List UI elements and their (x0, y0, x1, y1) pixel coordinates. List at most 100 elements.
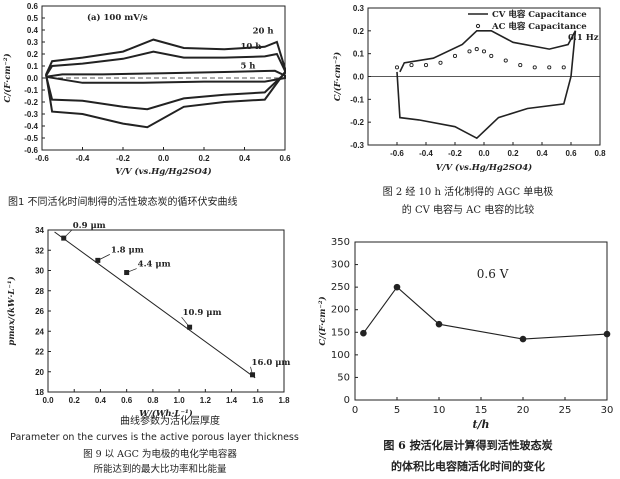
ct-data-point (393, 283, 401, 291)
cv-panel-title: (a) 100 mV/s (87, 12, 148, 23)
cvac-ac-point (481, 49, 487, 54)
pe-y-axis-label: pmax/(kW·L⁻¹) (6, 276, 17, 345)
cv-label-20h: 20 h (253, 27, 274, 37)
cvac-cv-curve (396, 30, 577, 140)
cv-y-tick-label: 0.2 (27, 50, 39, 59)
pe-point-label: 4.4 μm (138, 260, 171, 270)
cv-y-tick-label: -0.3 (24, 110, 38, 119)
pe-fit-line (54, 231, 256, 379)
power-energy-svg: 0.0 0.2 0.4 0.6 0.8 1.0 1.2 1.4 1.6 1.8 34 32 30 28 26… (6, 221, 291, 419)
cv-x-tick-label: -0.2 (116, 154, 130, 163)
cvac-y-tick-label: 0.3 (353, 4, 365, 13)
ct-annotation: 0.6 V (477, 267, 509, 281)
cv-x-tick-label: 0.4 (239, 154, 251, 163)
pe-label-leader (97, 254, 110, 261)
cv-y-tick-label: 0.5 (27, 14, 39, 23)
pe-x-tick-label: 0.2 (69, 396, 81, 405)
ct-x-tick-label: 20 (517, 405, 530, 416)
cv-x-tick-label: -0.6 (35, 154, 49, 163)
pe-plot-frame (47, 229, 285, 393)
cvac-y-tick-label: -0.2 (350, 118, 364, 127)
pe-label-leader (250, 366, 253, 375)
cvac-ac-point (474, 47, 479, 52)
cv-curves-chart: -0.6 -0.4 -0.2 0.0 0.2 0.4 0.6 0.6 0.5 0.4 0.3 0.2 0… (0, 0, 300, 185)
cv-y-tick-label: 0.0 (27, 74, 39, 83)
ct-y-tick-label: 50 (337, 372, 350, 383)
pe-point-label: 1.8 μm (111, 245, 144, 255)
cv-x-axis-label: V/V (vs.Hg/Hg2SO4) (115, 166, 211, 177)
cv-x-tick-label: 0.6 (279, 154, 291, 163)
pe-x-tick-label: 0.0 (42, 396, 54, 405)
cvac-x-axis-label: V/V (vs.Hg/Hg2SO4) (436, 162, 532, 173)
pe-x-tick-label: 0.6 (121, 396, 133, 405)
pe-x-tick-label: 1.6 (252, 396, 264, 405)
ct-series-line (362, 286, 608, 340)
cv-ac-svg: -0.6 -0.4 -0.2 0.0 0.2 0.4 0.6 0.8 0.3 0.2 0.1 0.0 -… (332, 4, 606, 173)
pe-x-tick-label: 1.0 (174, 396, 186, 405)
pe-label-leader (126, 268, 137, 273)
cv-y-tick-label: -0.6 (24, 146, 38, 155)
cvac-legend-ac-label: AC 电容 Capacitance (491, 21, 587, 32)
power-energy-chart: 0.0 0.2 0.4 0.6 0.8 1.0 1.2 1.4 1.6 1.8 34 32 30 28 26… (0, 221, 300, 419)
ct-x-tick-label: 25 (559, 405, 572, 416)
cvac-y-tick-label: -0.1 (350, 95, 364, 104)
cvac-ac-point (467, 49, 472, 54)
cvac-ac-point (409, 63, 414, 68)
cv-curves-svg: -0.6 -0.4 -0.2 0.0 0.2 0.4 0.6 0.6 0.5 0.4 0.3 0.2 0… (2, 2, 291, 177)
pe-label-leader (181, 316, 190, 328)
ct-x-axis-label: t/h (472, 418, 489, 431)
ct-y-tick-label: 300 (331, 260, 350, 271)
ct-plot-frame (354, 241, 608, 401)
pe-point-label: 0.9 μm (73, 221, 106, 231)
ct-x-tick-label: 5 (394, 405, 400, 416)
cvac-ac-point (438, 60, 443, 65)
cv-y-tick-label: -0.5 (24, 134, 38, 143)
ct-x-tick-label: 0 (352, 405, 358, 416)
cv-y-tick-label: -0.4 (24, 122, 38, 131)
ct-data-point (603, 330, 611, 338)
cvac-ac-point (518, 63, 523, 68)
cvac-x-tick-label: 0.4 (536, 149, 548, 158)
pe-data-point (61, 235, 67, 241)
pe-y-tick-label: 28 (35, 287, 44, 296)
pe-point-label: 16.0 μm (252, 358, 291, 368)
pe-x-tick-label: 0.8 (147, 396, 159, 405)
fig2-caption-line2: 的 CV 电容与 AC 电容的比较 (401, 205, 535, 216)
cv-curve-5h (45, 69, 286, 84)
ct-y-tick-label: 250 (331, 282, 350, 293)
pe-x-tick-label: 1.4 (226, 396, 238, 405)
cv-y-tick-label: 0.6 (27, 2, 39, 11)
cvac-x-tick-label: -0.2 (448, 149, 462, 158)
cv-label-5h: 5 h (240, 61, 255, 71)
cvac-x-tick-label: 0.2 (507, 149, 519, 158)
fig1-caption: 图1 不同活化时间制得的活性玻态炭的循环伏安曲线 (8, 197, 238, 208)
pe-x-tick-label: 0.4 (95, 396, 107, 405)
cvac-y-tick-label: 0.1 (353, 50, 365, 59)
cvac-y-axis-label: C/(F·cm⁻²) (332, 52, 343, 101)
cv-x-tick-label: -0.4 (76, 154, 90, 163)
cvac-annotation: 0.1 Hz (568, 33, 599, 43)
cvac-ac-point (503, 58, 508, 63)
cvac-x-tick-label: 0.6 (565, 149, 577, 158)
pe-y-tick-label: 26 (35, 307, 44, 316)
cvac-ac-point (489, 53, 494, 59)
pe-y-tick-label: 30 (35, 267, 44, 276)
ct-x-tick-label: 10 (433, 405, 446, 416)
cvac-ac-point (547, 65, 552, 70)
pe-y-tick-label: 34 (35, 226, 44, 235)
fig6-caption-line2: 的体积比电容随活化时间的变化 (391, 460, 545, 473)
ct-x-tick-label: 15 (475, 405, 488, 416)
ct-y-tick-label: 150 (331, 327, 350, 338)
fig9-caption-line1: 图 9 以 AGC 为电极的电化学电容器 (83, 449, 237, 460)
cvac-ac-point (394, 65, 400, 70)
pe-y-tick-label: 32 (35, 246, 44, 255)
cvac-legend-cv-label: CV 电容 Capacitance (492, 9, 587, 20)
ct-y-tick-label: 100 (331, 350, 350, 361)
cvac-y-tick-label: 0.0 (353, 73, 365, 82)
cv-y-tick-label: 0.1 (27, 62, 39, 71)
cv-y-tick-label: -0.2 (24, 98, 38, 107)
ct-data-point (360, 329, 367, 337)
cv-y-tick-label: 0.3 (27, 38, 39, 47)
pe-x-axis-label: W/(Wh·L⁻¹) (139, 408, 193, 419)
cv-ac-comparison-chart: -0.6 -0.4 -0.2 0.0 0.2 0.4 0.6 0.8 0.3 0.2 0.1 0.0 -… (318, 0, 620, 185)
